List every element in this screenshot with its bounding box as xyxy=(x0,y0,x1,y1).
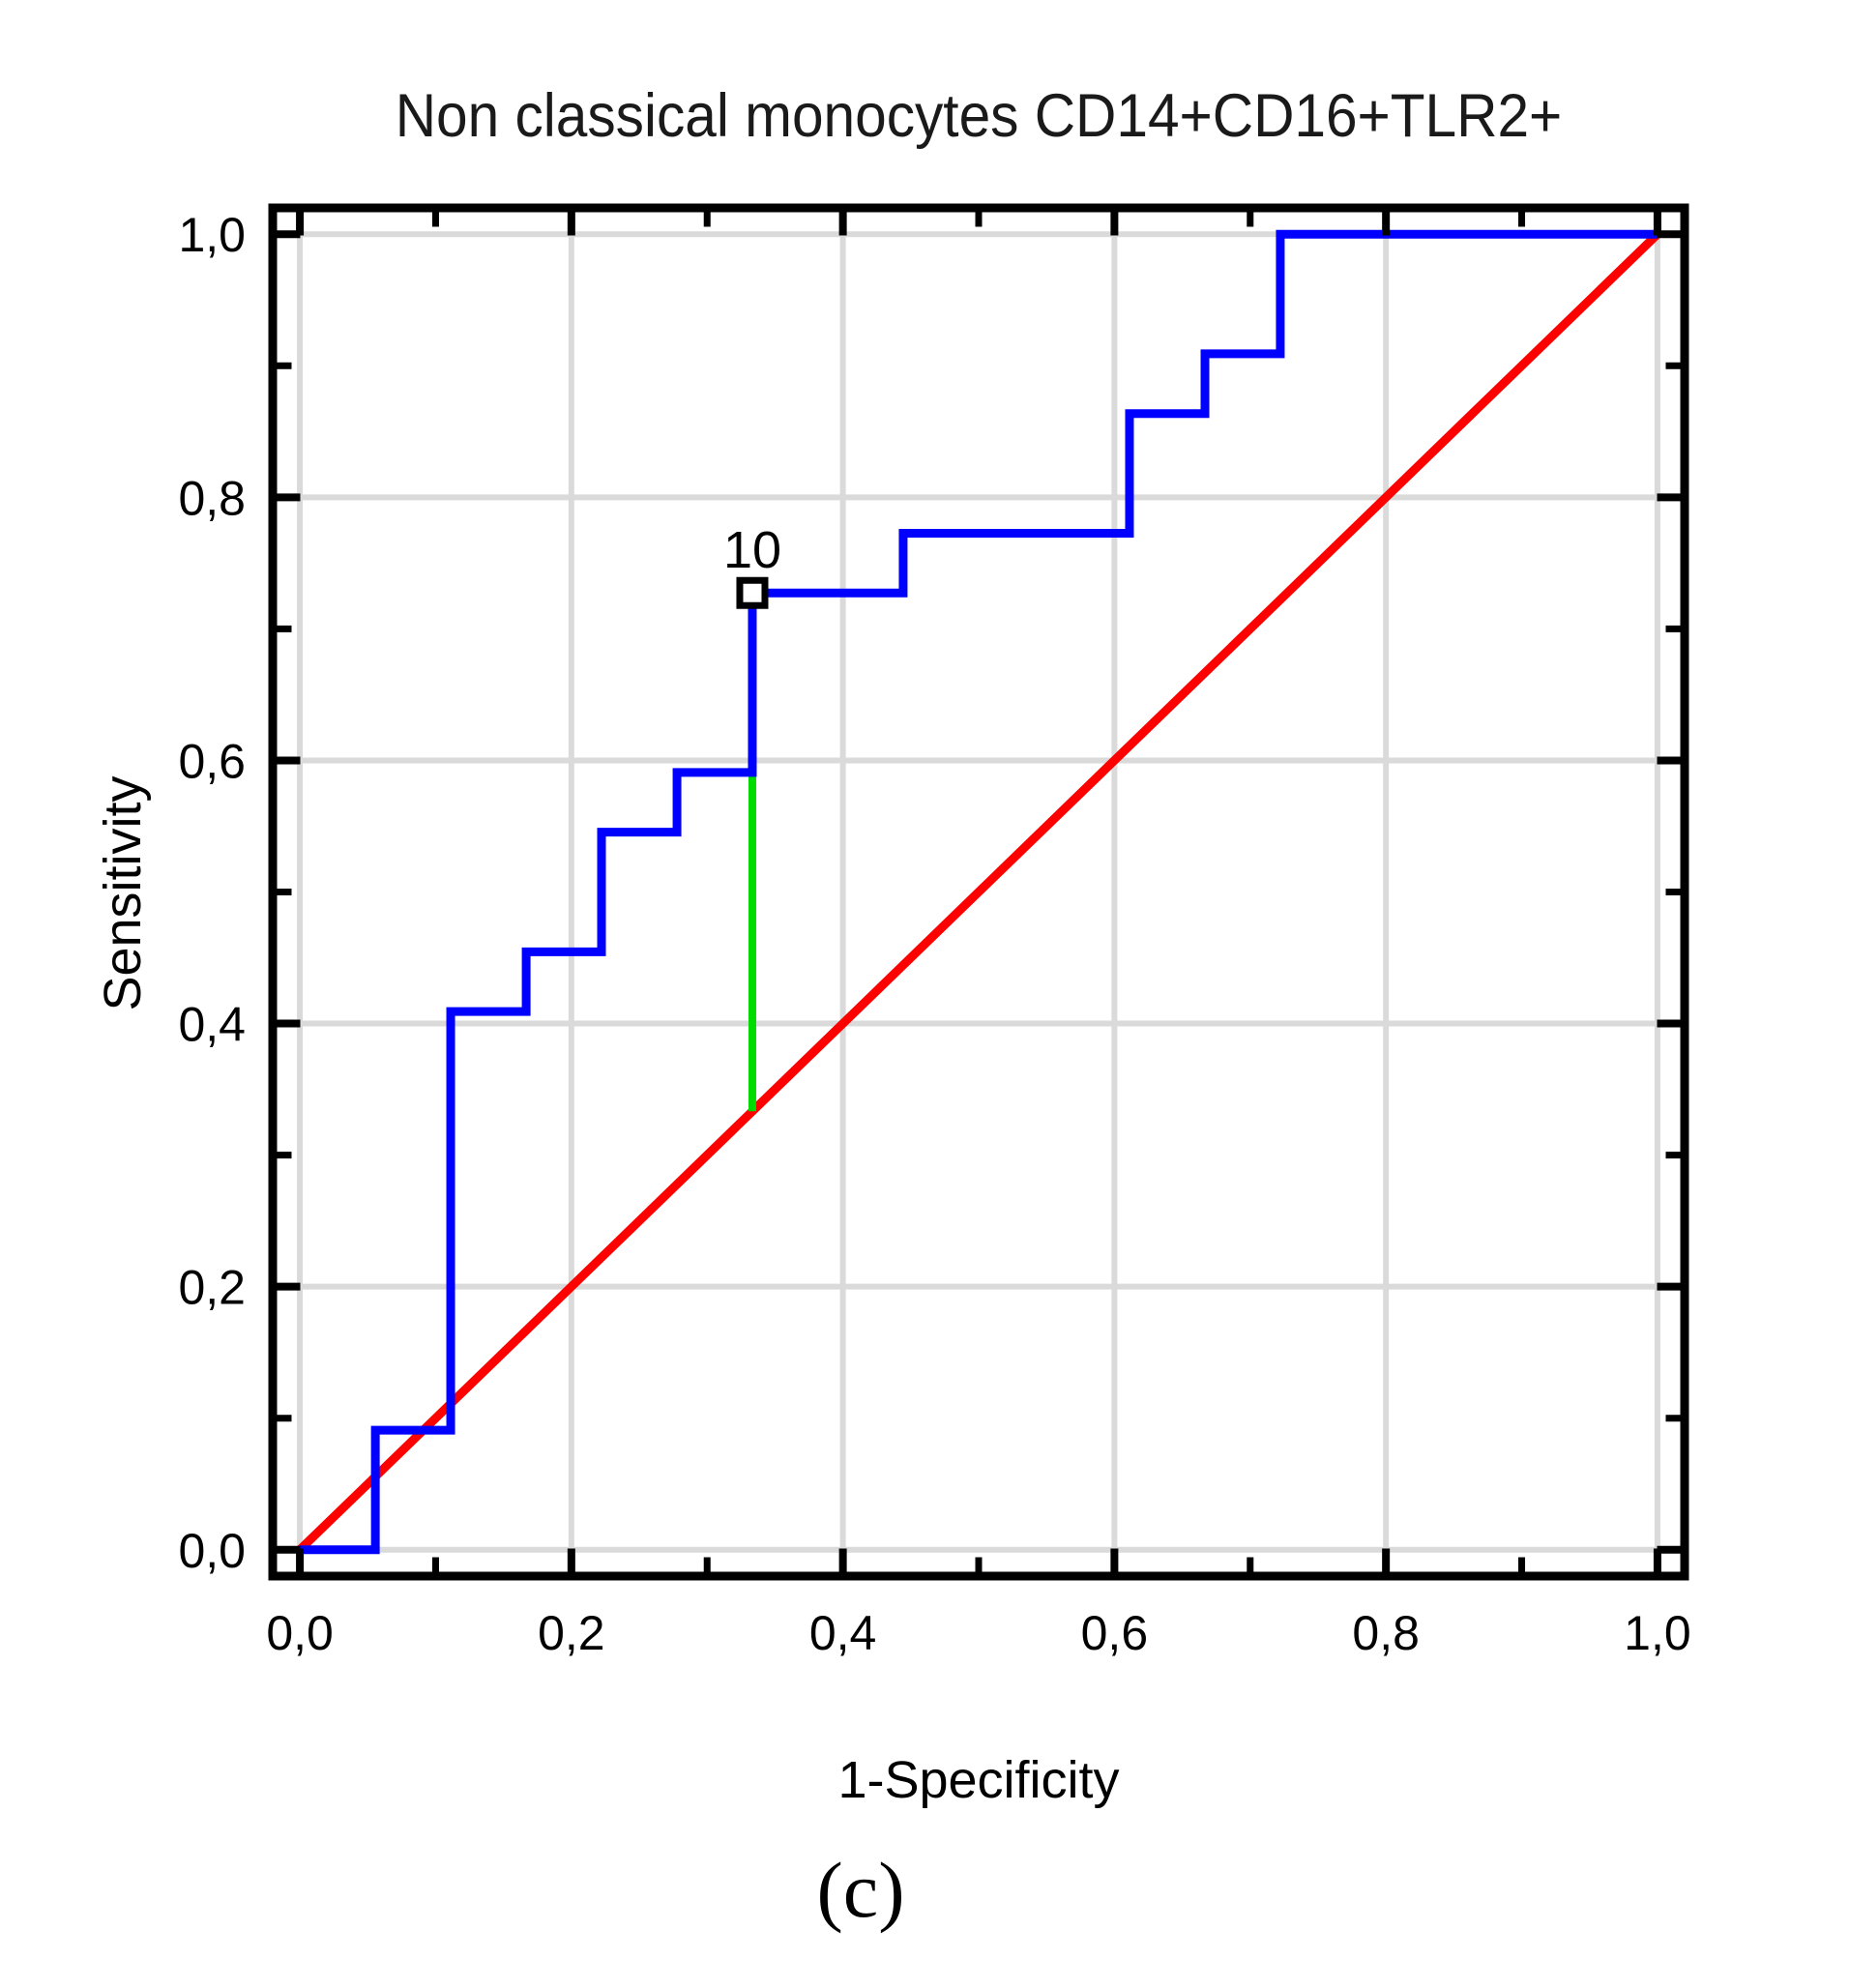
plot-frame xyxy=(268,203,1689,1581)
x-tick-label: 0,2 xyxy=(538,1606,605,1660)
y-axis-label: Sensitivity xyxy=(94,775,152,1011)
x-tick-label: 0,6 xyxy=(1081,1606,1149,1660)
axis-ticks xyxy=(277,212,1681,1572)
gridlines xyxy=(277,212,1681,1572)
chart-title: Non classical monocytes CD14+CD16+TLR2+ xyxy=(395,82,1563,150)
figure-caption: (c) xyxy=(816,1846,905,1934)
x-tick-label: 0,0 xyxy=(266,1606,334,1660)
y-tick-label: 0,6 xyxy=(178,734,246,788)
x-axis-label: 1-Specificity xyxy=(837,1751,1120,1809)
y-tick-label: 0,0 xyxy=(178,1524,246,1578)
roc-curve xyxy=(300,229,1658,1555)
y-tick-label: 0,8 xyxy=(178,471,246,525)
x-tick-label: 0,8 xyxy=(1352,1606,1420,1660)
y-tick-label: 1,0 xyxy=(178,208,246,262)
y-tick-label: 0,2 xyxy=(178,1261,246,1315)
x-tick-label: 0,4 xyxy=(809,1606,877,1660)
chance-diagonal xyxy=(296,230,1661,1554)
tick-labels: 0,0 0,0 0,2 0,2 0,4 0,4 0,6 0,6 0,8 0,8 1,0 1,0 xyxy=(178,208,1690,1660)
cutoff-label: 10 xyxy=(723,521,781,579)
y-tick-label: 0,4 xyxy=(178,998,246,1052)
cutoff-marker xyxy=(736,576,769,609)
x-tick-label: 1,0 xyxy=(1624,1606,1691,1660)
